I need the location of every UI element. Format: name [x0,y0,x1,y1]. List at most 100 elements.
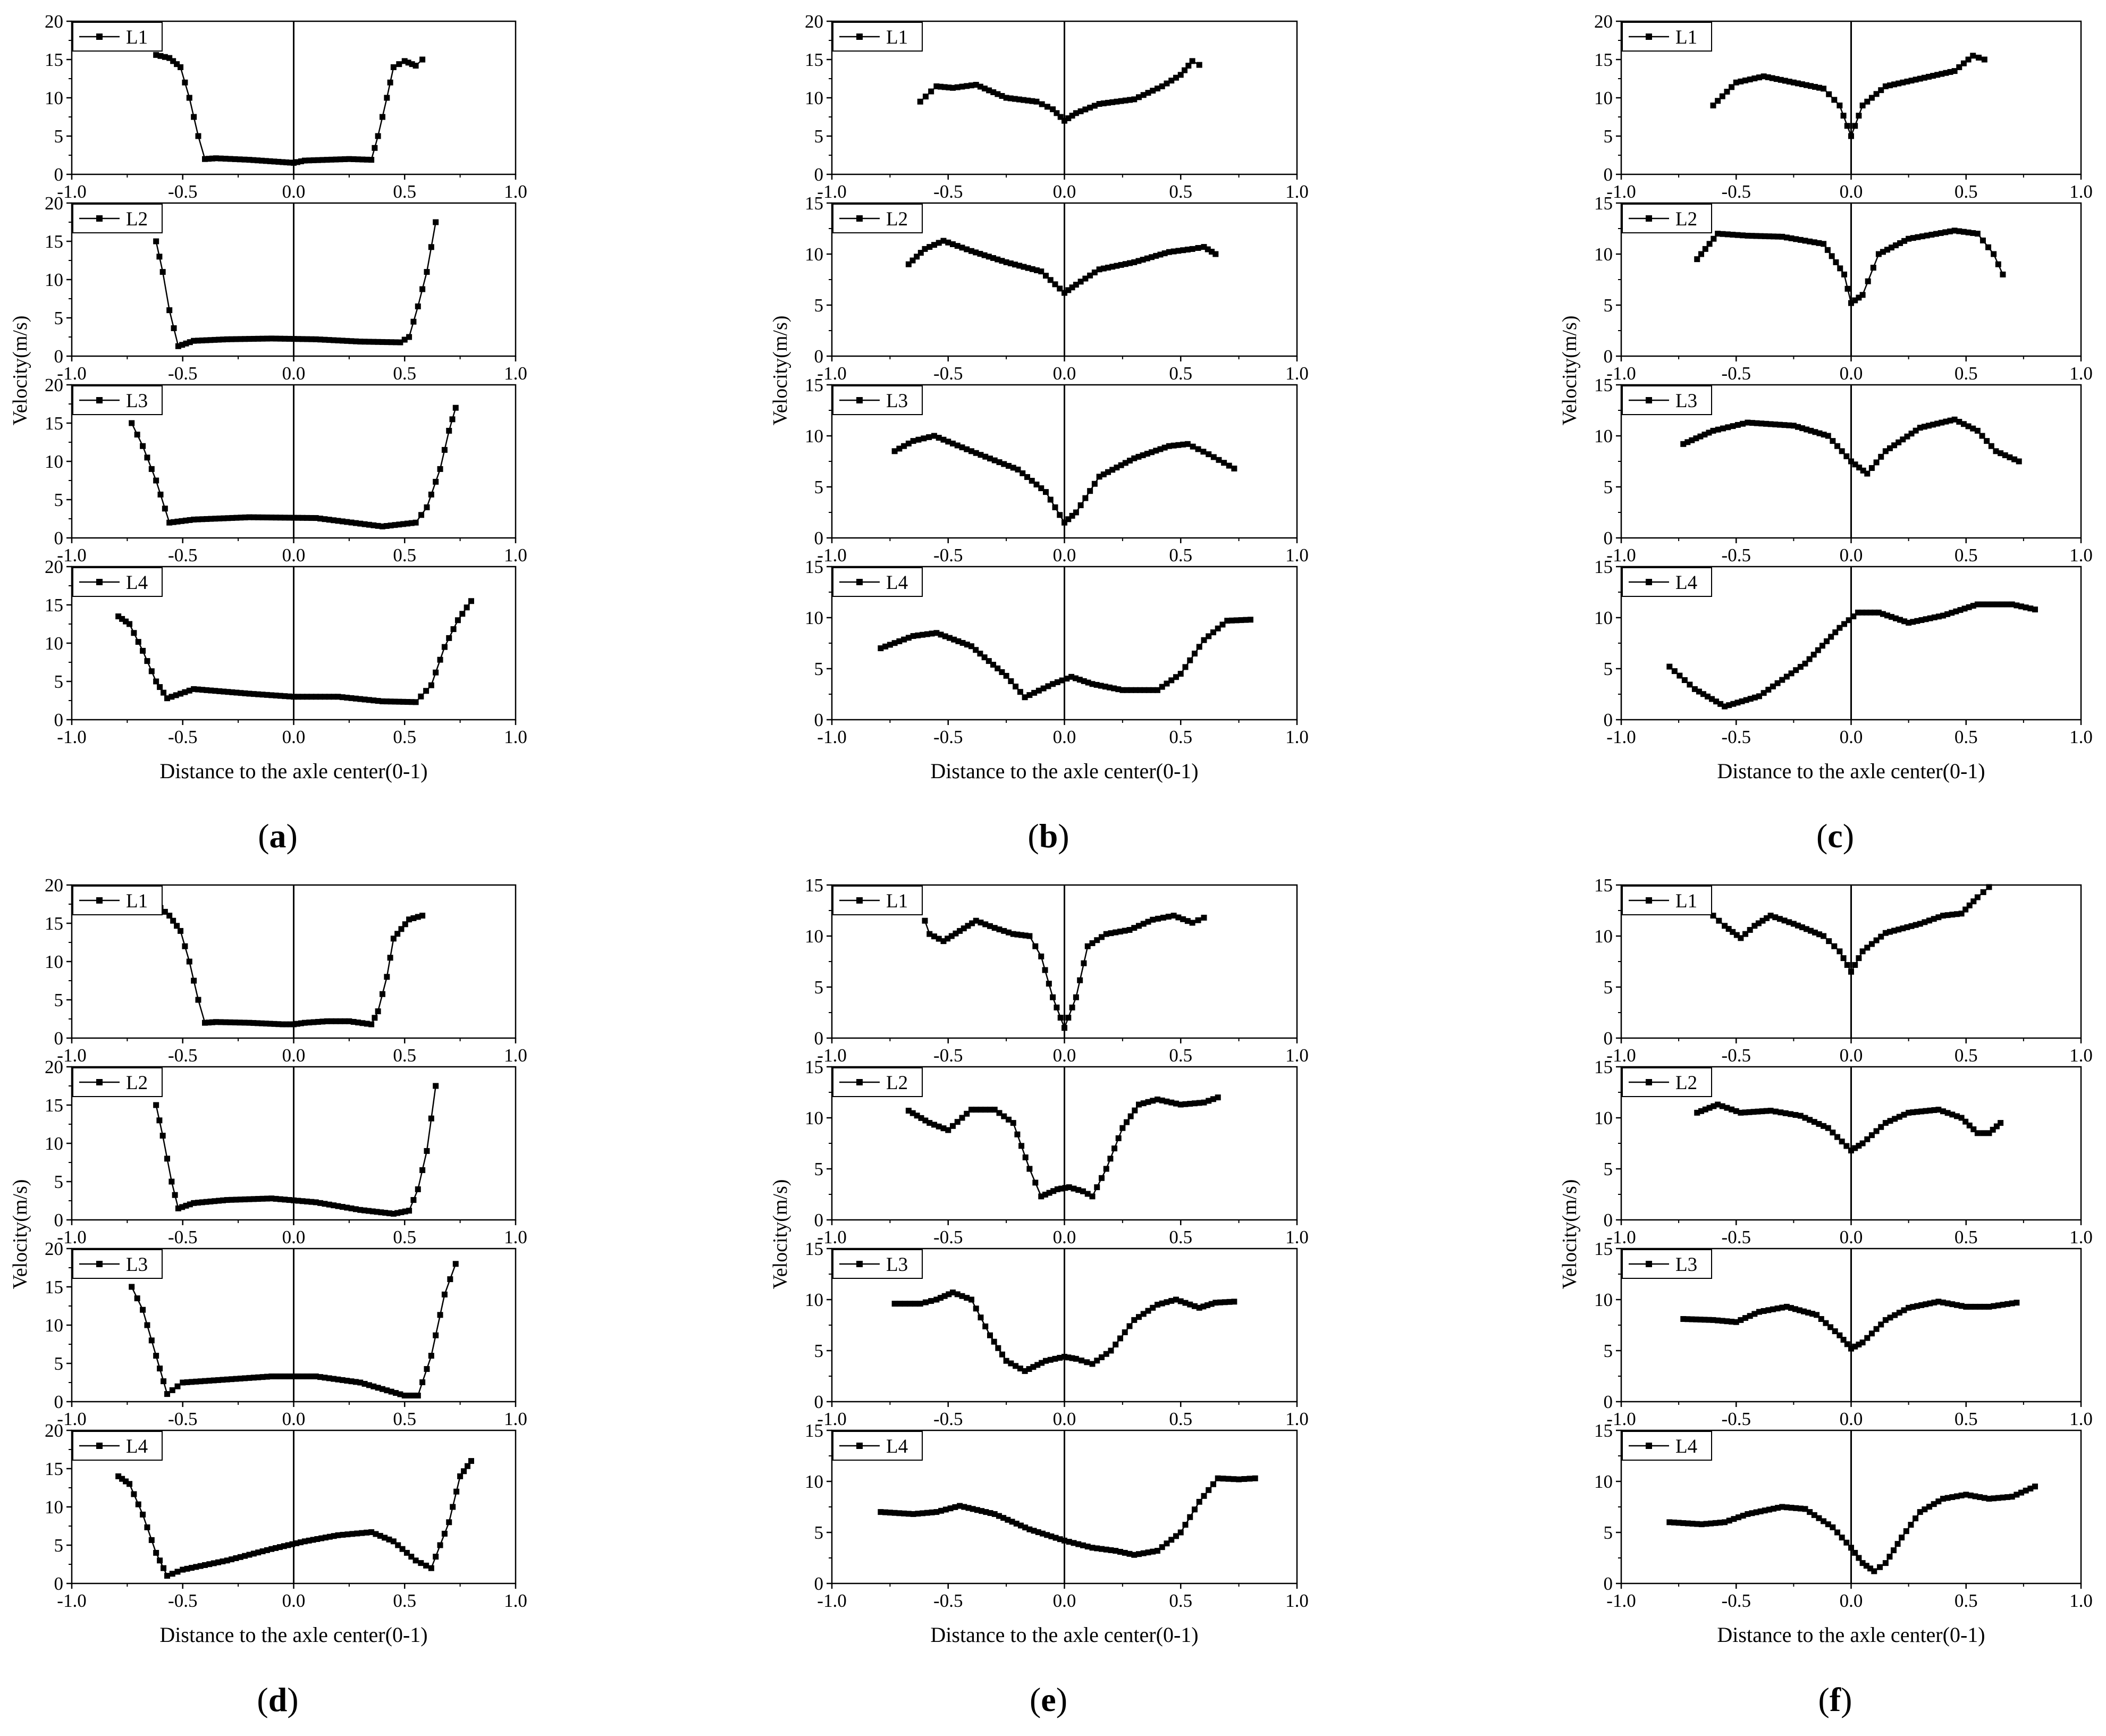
data-point [183,1202,189,1209]
data-point [1801,1308,1807,1314]
data-point [1109,264,1116,270]
data-point [361,339,368,345]
legend: L4 [1622,567,1712,597]
data-point [273,1373,279,1379]
data-point [313,694,319,700]
data-point [166,519,173,526]
data-point [259,335,266,342]
x-tick-label: -0.5 [933,545,963,566]
legend-marker [1646,1261,1652,1267]
data-point [1131,96,1138,103]
data-point [1837,625,1843,631]
data-point [457,1473,464,1479]
data-point [1877,1564,1883,1570]
data-point [1782,78,1788,84]
data-point [1719,1103,1725,1109]
data-point [370,1383,377,1389]
data-point [1934,72,1941,78]
series-line-l2 [908,1097,1218,1198]
data-point [915,632,921,638]
y-tick-label: 5 [814,977,824,998]
legend-marker [1646,215,1652,222]
data-point [968,448,974,454]
data-point [1206,1098,1212,1104]
data-point [1189,920,1195,926]
data-point [258,157,265,164]
data-point [264,515,270,521]
data-point [1848,458,1854,465]
data-point [461,1468,467,1474]
data-point [306,1537,312,1544]
data-point [1196,1100,1202,1106]
data-point [342,1018,348,1024]
data-point [1750,1109,1757,1115]
data-point [1073,282,1079,288]
data-point [912,1301,919,1307]
data-point [1113,1341,1119,1347]
data-point [454,617,461,623]
data-point [1762,1507,1768,1514]
data-point [1970,603,1976,609]
data-point [1046,1190,1052,1196]
data-point [1953,1493,1960,1499]
data-point [1977,1494,1983,1501]
data-point [1022,694,1028,701]
x-tick-label: 1.0 [2069,1590,2093,1611]
legend-label: L1 [886,27,908,48]
series-line-l4 [1669,603,2035,707]
data-point [387,523,394,529]
data-point [1177,1101,1184,1108]
data-point [1150,88,1156,94]
data-point [1035,687,1042,694]
data-point [2014,602,2020,609]
data-point [123,1478,129,1485]
y-tick-label: 15 [805,875,823,896]
data-point [383,698,390,705]
data-point [199,1199,205,1206]
data-point [1880,611,1886,617]
data-point [1185,63,1192,69]
data-point [1155,1548,1160,1554]
data-point [1047,1356,1054,1363]
data-point [1089,681,1096,687]
data-point [1808,427,1814,434]
legend-marker [856,1261,863,1267]
legend: L3 [832,1249,923,1279]
data-point [1953,1113,1960,1119]
data-point [1009,1519,1015,1525]
x-tick-label: 1.0 [2069,727,2093,747]
data-point [1939,419,1945,426]
data-point [2014,1491,2020,1498]
data-point [1834,1529,1841,1536]
legend-label: L4 [886,1436,908,1457]
data-point [1807,1117,1813,1123]
data-point [1008,1360,1014,1367]
data-point [1797,1505,1804,1512]
data-point [1775,233,1781,240]
data-point [938,83,944,90]
y-tick-label: 10 [1594,1108,1613,1128]
x-tick-label: 0.5 [1169,1045,1192,1066]
x-tick-label: -1.0 [1606,1227,1636,1248]
data-point [1050,994,1056,1000]
data-point [1029,98,1035,104]
data-point [229,515,235,521]
x-axis-label: Distance to the axle center(0-1) [1717,759,1985,783]
data-point [1781,917,1788,924]
data-point [255,1549,262,1556]
data-point [1848,1345,1854,1352]
data-point [977,651,983,657]
x-tick-label: -0.5 [933,727,963,747]
data-point [999,93,1005,99]
data-point [1729,1106,1735,1113]
data-point [1742,77,1749,83]
data-point [1076,677,1083,683]
data-point [326,694,332,700]
data-point [205,156,212,162]
data-point [1742,931,1749,937]
data-point [153,1549,159,1556]
data-point [1972,1493,1978,1499]
x-tick-label: 0.5 [1955,1227,1978,1248]
data-point [464,604,470,611]
data-point [1931,1299,1937,1305]
